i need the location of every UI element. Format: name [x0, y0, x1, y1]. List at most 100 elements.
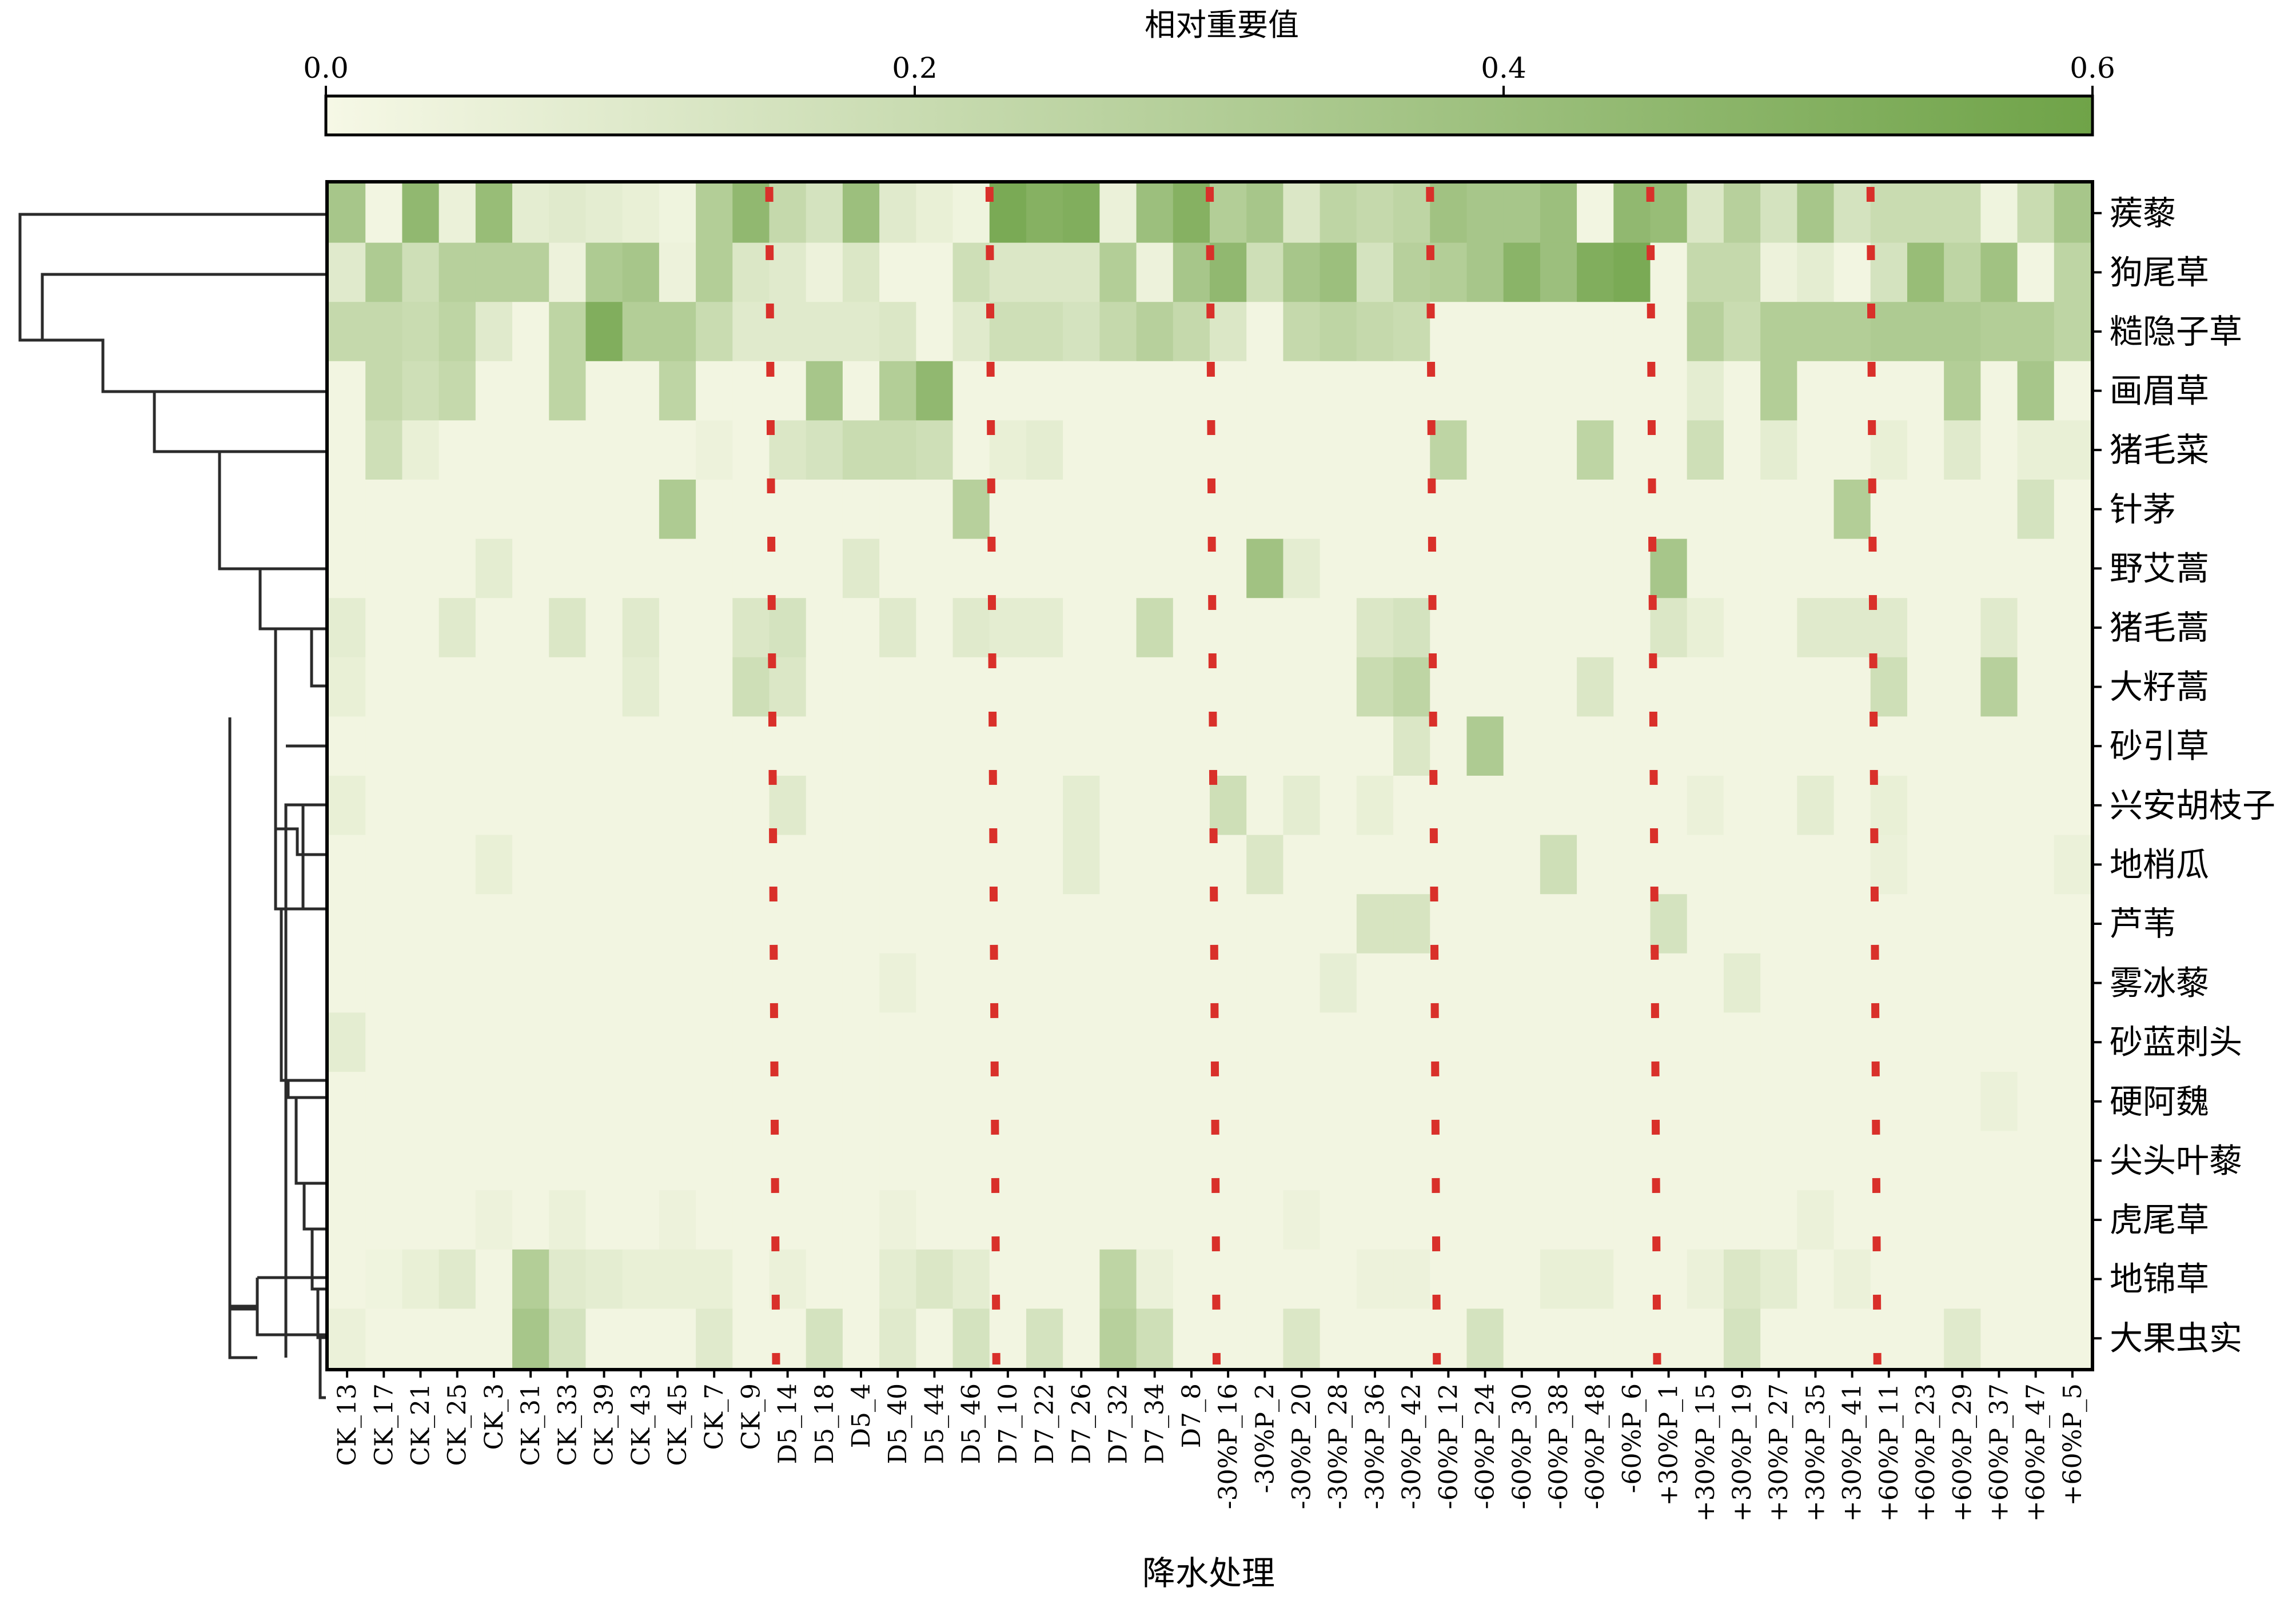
heatmap-cell — [1466, 716, 1504, 776]
row-label: 糙隐子草 — [2110, 312, 2242, 351]
heatmap-cell — [1063, 183, 1100, 244]
heatmap-cell — [696, 361, 733, 421]
heatmap-cell — [402, 302, 440, 362]
heatmap-cell — [1723, 1308, 1761, 1368]
heatmap-cell — [549, 716, 587, 776]
heatmap-cell — [402, 1012, 440, 1072]
heatmap-cell — [512, 1072, 549, 1132]
heatmap-cell — [1980, 242, 2018, 302]
heatmap-cell — [769, 538, 807, 598]
heatmap-cell — [585, 657, 623, 717]
heatmap-cell — [2017, 1072, 2055, 1132]
heatmap-cell — [1577, 420, 1614, 480]
heatmap-cell — [1136, 1072, 1174, 1132]
heatmap-cell — [1320, 1012, 1357, 1072]
heatmap-cell — [365, 716, 403, 776]
heatmap-cell — [329, 1249, 366, 1309]
heatmap-cell — [365, 657, 403, 717]
heatmap-cell — [1356, 598, 1394, 658]
heatmap-cell — [732, 953, 770, 1013]
heatmap-cell — [2054, 420, 2091, 480]
heatmap-cell — [1136, 1131, 1174, 1191]
row-label: 砂引草 — [2110, 727, 2209, 765]
heatmap-cell — [1870, 242, 1908, 302]
heatmap-cell — [2054, 361, 2091, 421]
heatmap-cell — [1173, 894, 1210, 954]
heatmap-cell — [916, 361, 954, 421]
heatmap-cell — [952, 420, 990, 480]
heatmap-cell — [1099, 657, 1137, 717]
heatmap-cell — [1833, 361, 1871, 421]
column-label: D7_26 — [1067, 1383, 1096, 1464]
heatmap-cell — [1356, 1190, 1394, 1250]
heatmap-cell — [1577, 361, 1614, 421]
heatmap-cell — [1613, 776, 1651, 836]
heatmap-cell — [402, 1072, 440, 1132]
heatmap-cell — [1430, 953, 1468, 1013]
heatmap-cell — [879, 953, 916, 1013]
heatmap-cell — [732, 1190, 770, 1250]
heatmap-cell — [1944, 835, 1981, 895]
heatmap-cell — [402, 242, 440, 302]
heatmap-cell — [989, 835, 1027, 895]
heatmap-cell — [402, 835, 440, 895]
heatmap-cell — [402, 716, 440, 776]
heatmap-cell — [402, 598, 440, 658]
heatmap-cell — [1577, 1190, 1614, 1250]
heatmap-cell — [806, 183, 843, 244]
heatmap-cell — [512, 953, 549, 1013]
heatmap-cell — [842, 1190, 880, 1250]
heatmap-cell — [549, 657, 587, 717]
heatmap-cell — [1907, 1012, 1944, 1072]
heatmap-cell — [696, 1308, 733, 1368]
column-label: D7_34 — [1141, 1383, 1170, 1464]
heatmap-cell — [1320, 1072, 1357, 1132]
colorbar-tick-label: 0.4 — [1481, 51, 1526, 85]
heatmap-cell — [1944, 480, 1981, 540]
heatmap-cell — [659, 361, 696, 421]
heatmap-cell — [439, 1308, 476, 1368]
heatmap-cell — [1797, 1012, 1835, 1072]
heatmap-cell — [585, 1012, 623, 1072]
heatmap-cell — [1613, 302, 1651, 362]
heatmap-cell — [1356, 302, 1394, 362]
heatmap-cell — [1466, 1308, 1504, 1368]
heatmap-cell — [1246, 598, 1284, 658]
heatmap-cell — [1136, 480, 1174, 540]
heatmap-cell — [1980, 953, 2018, 1013]
heatmap-cell — [1613, 894, 1651, 954]
heatmap-cell — [1797, 1072, 1835, 1132]
heatmap-cell — [952, 1012, 990, 1072]
heatmap-cell — [549, 1012, 587, 1072]
heatmap-cell — [329, 953, 366, 1013]
group-separator-line — [1426, 186, 1441, 1365]
heatmap-cell — [1099, 480, 1137, 540]
heatmap-cell — [1907, 1308, 1944, 1368]
heatmap-cell — [1944, 716, 1981, 776]
heatmap-cell — [1393, 657, 1430, 717]
heatmap-cell — [1760, 183, 1797, 244]
heatmap-cell — [365, 242, 403, 302]
heatmap-cell — [806, 776, 843, 836]
heatmap-cell — [1650, 776, 1688, 836]
heatmap-cell — [365, 1308, 403, 1368]
heatmap-cell — [1944, 953, 1981, 1013]
heatmap-cell — [2017, 894, 2055, 954]
heatmap-cell — [1393, 716, 1430, 776]
heatmap-cell — [916, 1131, 954, 1191]
heatmap-cell — [365, 835, 403, 895]
heatmap-cell — [842, 598, 880, 658]
heatmap-cell — [769, 242, 807, 302]
heatmap-cell — [512, 598, 549, 658]
heatmap-cell — [549, 361, 587, 421]
heatmap-cell — [696, 894, 733, 954]
heatmap-cell — [585, 183, 623, 244]
heatmap-cell — [1687, 953, 1724, 1013]
heatmap-cell — [2054, 1249, 2091, 1309]
heatmap-cell — [1320, 242, 1357, 302]
heatmap-cell — [1833, 894, 1871, 954]
group-separator-line — [1646, 186, 1661, 1365]
heatmap-cell — [1356, 776, 1394, 836]
column-label: +60%P_23 — [1911, 1383, 1940, 1522]
column-label: D7_8 — [1177, 1383, 1206, 1448]
